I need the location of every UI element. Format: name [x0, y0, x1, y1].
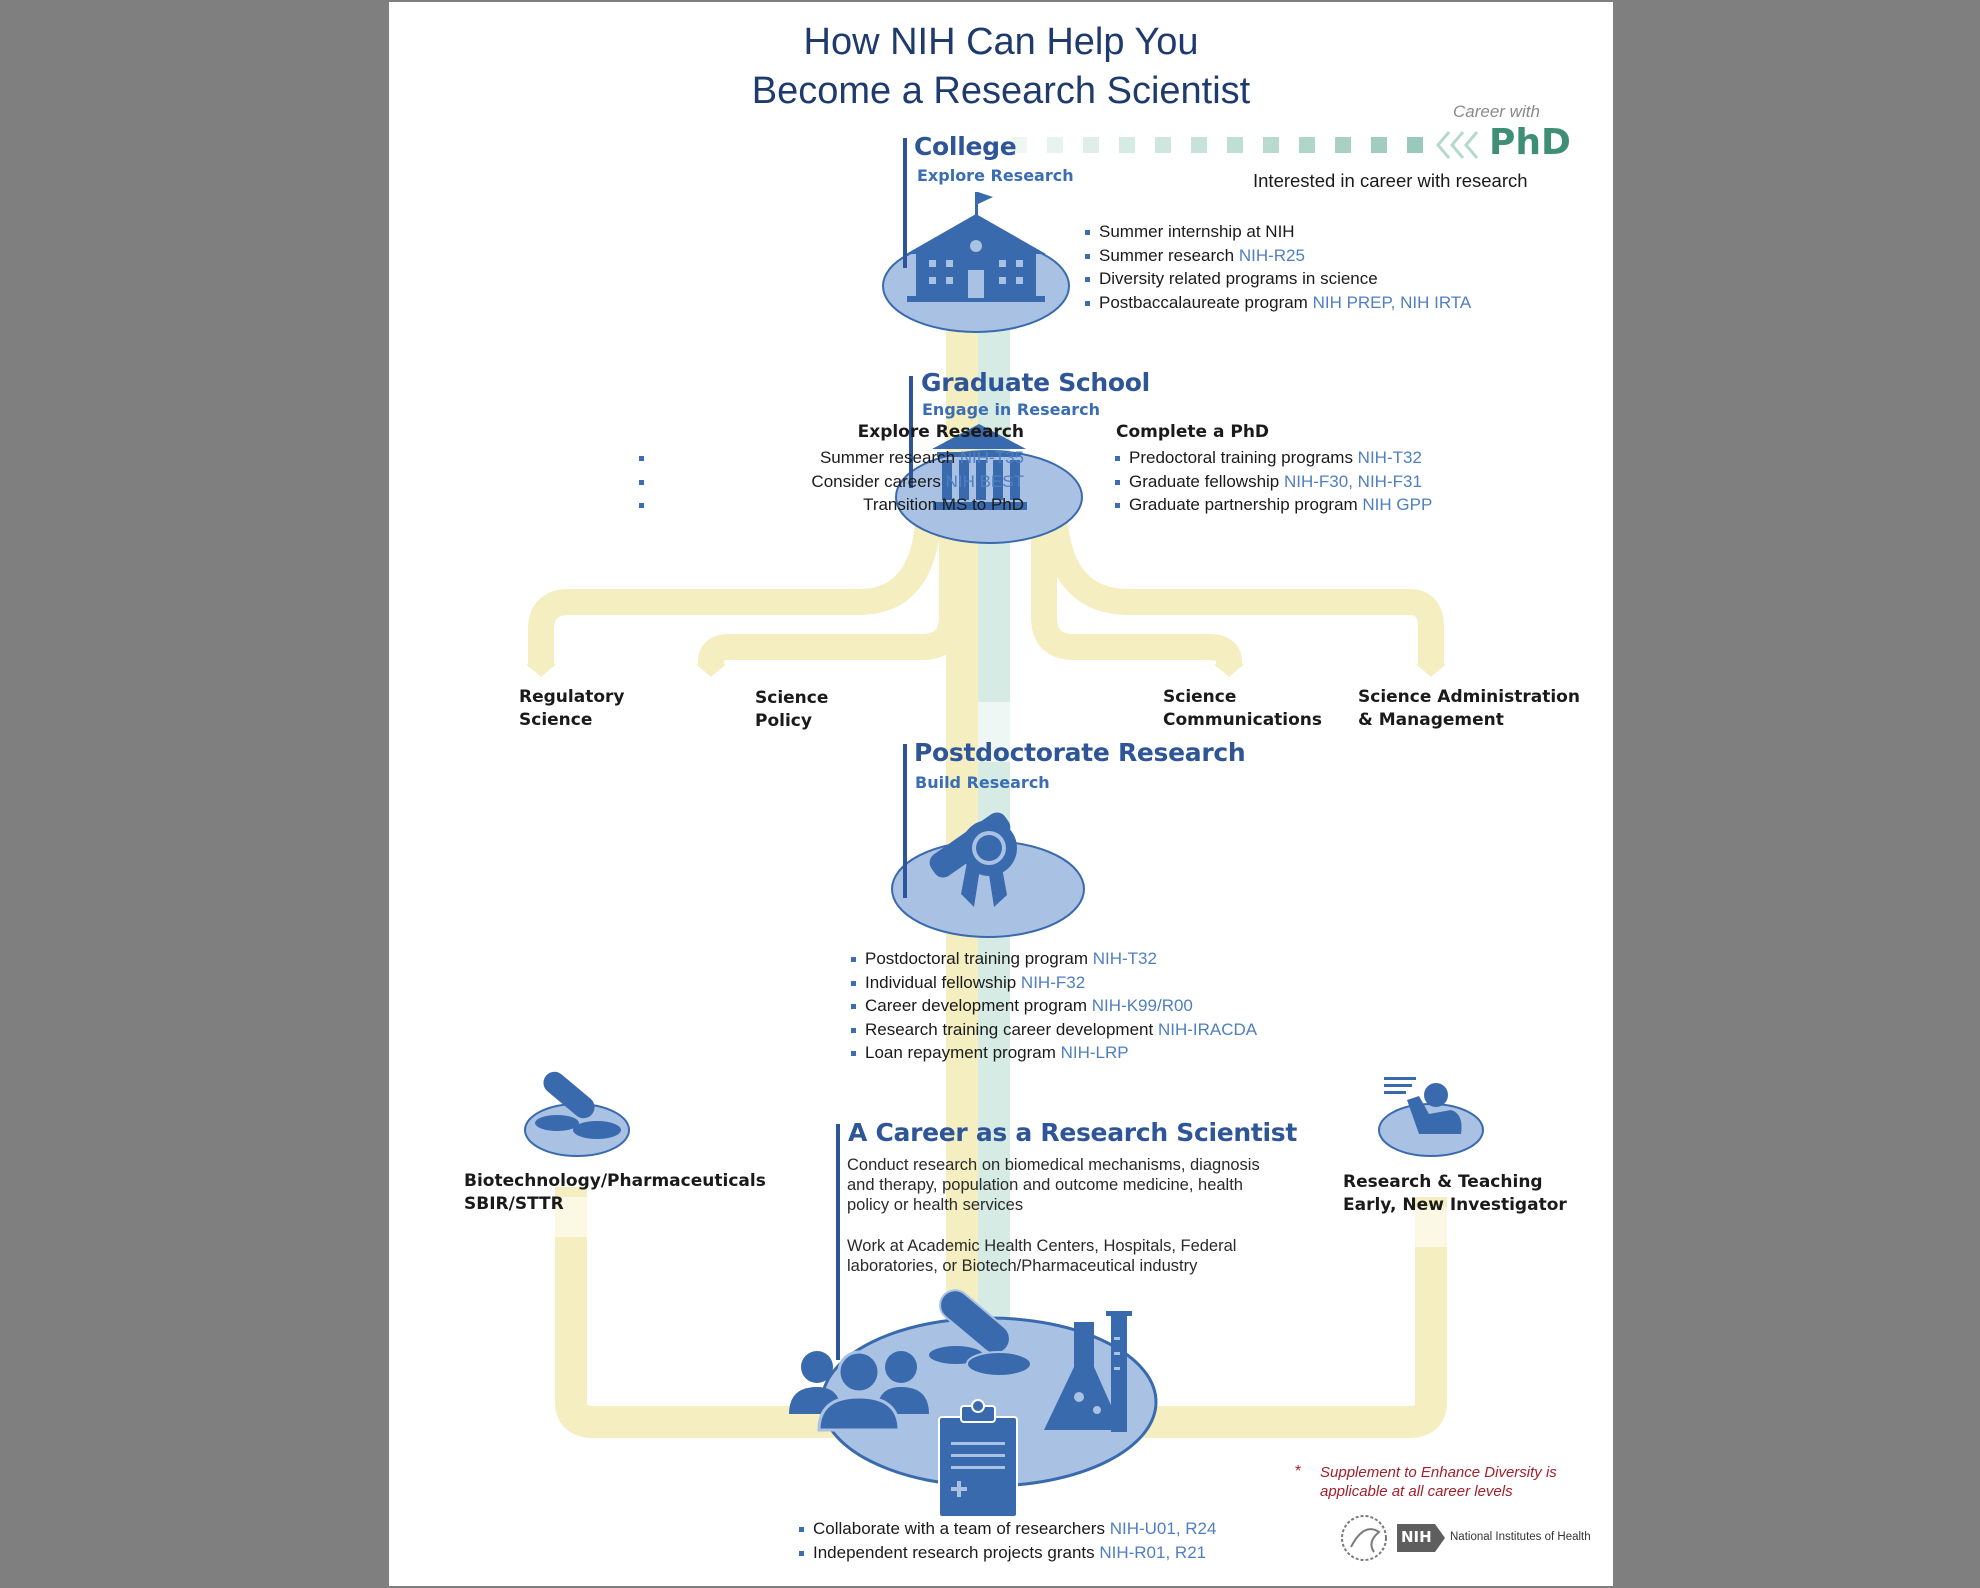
career-title: A Career as a Research Scientist [848, 1118, 1298, 1147]
nih-org-name: National Institutes of Health [1450, 1531, 1591, 1543]
postdoc-programs-list: Postdoctoral training program NIH-T32 In… [851, 947, 1257, 1065]
list-item: Diversity related programs in science [1085, 267, 1471, 291]
career-with-label: Career with [1453, 102, 1540, 121]
list-item: Transition MS to PhD [639, 493, 1024, 517]
diploma-ribbon-icon [929, 812, 1017, 907]
page-title-line1: How NIH Can Help You [803, 21, 1199, 63]
list-item: Consider careers NIH BEST [639, 470, 1024, 494]
lab-flasks-icon [1044, 1311, 1132, 1432]
college-subtitle: Explore Research [917, 166, 1074, 185]
pills-icon [535, 1071, 621, 1139]
branch-path-policy [698, 522, 965, 675]
teacher-at-board-icon [1384, 1077, 1462, 1134]
postdoc-title: Postdoctorate Research [914, 738, 1246, 767]
page-title: How NIH Can Help You Become a Research S… [389, 18, 1613, 116]
list-item: Independent research projects grants NIH… [799, 1541, 1216, 1565]
phd-track-dashes [1011, 137, 1423, 153]
list-item: Summer research NIH-T35 [639, 446, 1024, 470]
college-marker-line [903, 138, 907, 268]
graduate-title: Graduate School [921, 368, 1150, 397]
phd-label: PhD [1489, 122, 1571, 163]
list-item: Predoctoral training programs NIH-T32 [1115, 446, 1432, 470]
infographic-page: How NIH Can Help You Become a Research S… [389, 2, 1613, 1586]
list-item: Postdoctoral training program NIH-T32 [851, 947, 1257, 971]
bottom-connectors [555, 1187, 1447, 1438]
complete-phd-list: Predoctoral training programs NIH-T32 Gr… [1115, 446, 1432, 517]
graduate-marker-line [909, 376, 913, 488]
connector-biotech [555, 1187, 859, 1438]
list-item: Summer internship at NIH [1085, 220, 1471, 244]
nih-badge-icon [1397, 1524, 1445, 1552]
list-item: Individual fellowship NIH-F32 [851, 971, 1257, 995]
branch-path-administration [1041, 501, 1444, 667]
researchers-group-icon [789, 1350, 929, 1432]
list-item: Graduate partnership program NIH GPP [1115, 493, 1432, 517]
postdoc-marker-line [903, 744, 907, 898]
diversity-note: Supplement to Enhance Diversity is appli… [1320, 1464, 1557, 1500]
college-programs-list: Summer internship at NIH Summer research… [1085, 220, 1471, 314]
diversity-asterisk: * [1295, 1463, 1302, 1480]
list-item: Loan repayment program NIH-LRP [851, 1041, 1257, 1065]
university-columns-icon [932, 424, 1027, 510]
branch-regulatory-science: Regulatory Science [519, 687, 625, 730]
branch-path-communications [1031, 522, 1242, 675]
nih-badge-text: NIH [1401, 1528, 1432, 1546]
postdoc-subtitle: Build Research [915, 773, 1050, 792]
list-item: Postbaccalaureate program NIH PREP, NIH … [1085, 291, 1471, 315]
teaching-label: Research & Teaching Early, New Investigat… [1343, 1172, 1567, 1215]
career-marker-line [836, 1124, 840, 1360]
graduate-subtitle: Engage in Research [922, 400, 1100, 419]
phd-chevrons [1436, 131, 1479, 159]
branch-path-regulatory [528, 501, 942, 667]
hhs-seal-icon [1341, 1515, 1387, 1561]
career-pills-icon [927, 1289, 1032, 1377]
career-grants-list: Collaborate with a team of researchers N… [799, 1517, 1216, 1564]
list-item: Summer research NIH-R25 [1085, 244, 1471, 268]
college-title: College [914, 132, 1017, 161]
clipboard-icon [938, 1399, 1018, 1518]
complete-phd-heading: Complete a PhD [1116, 422, 1270, 442]
phd-caption: Interested in career with research [1253, 170, 1528, 191]
list-item: Research training career development NIH… [851, 1018, 1257, 1042]
page-title-line2: Become a Research Scientist [751, 70, 1251, 112]
branch-paths [528, 501, 1444, 675]
branch-science-policy: Science Policy [755, 688, 829, 731]
school-building-icon [906, 192, 1046, 302]
branch-science-administration: Science Administration & Management [1358, 687, 1580, 730]
connector-teaching [1109, 1197, 1447, 1438]
list-item: Graduate fellowship NIH-F30, NIH-F31 [1115, 470, 1432, 494]
list-item: Career development program NIH-K99/R00 [851, 994, 1257, 1018]
explore-research-list: Summer research NIH-T35 Consider careers… [639, 446, 1024, 517]
explore-research-heading: Explore Research [857, 422, 1024, 442]
career-workplaces: Work at Academic Health Centers, Hospita… [847, 1237, 1237, 1275]
career-path-graphic [524, 131, 1484, 1561]
list-item: Collaborate with a team of researchers N… [799, 1517, 1216, 1541]
career-description: Conduct research on biomedical mechanism… [847, 1156, 1260, 1214]
branch-science-communications: Science Communications [1163, 687, 1323, 730]
biotech-label: Biotechnology/Pharmaceuticals SBIR/STTR [464, 1171, 766, 1214]
